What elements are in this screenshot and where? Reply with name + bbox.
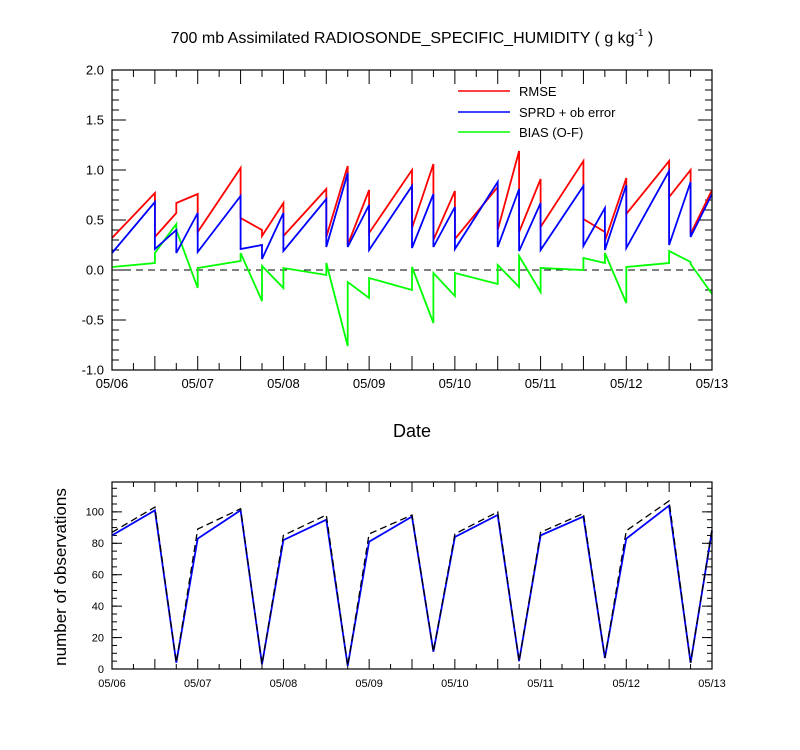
y-tick-label: 0.0 [86,263,104,278]
x-tick-label: 05/11 [527,678,554,690]
x-tick-label: 05/10 [439,376,472,391]
x-tick-label: 05/08 [270,678,298,690]
chart-title-superscript: -1 [635,28,644,39]
y-tick-label: 100 [86,507,104,519]
x-tick-label: 05/08 [267,376,300,391]
y-tick-label: 1.5 [86,113,104,128]
top-chart-panel: 05/06 05/07 05/08 05/09 05/10 05/11 05/12 05/13… [82,63,729,391]
y-tick-label: 60 [92,570,104,582]
y-tick-label: 1.0 [86,163,104,178]
plot-frame [111,69,713,371]
bottom-chart-panel: 05/06 05/07 05/08 05/09 05/10 05/11 05/12 05/13… [86,481,726,690]
y-tick-label: -0.5 [82,313,104,328]
x-tick-label: 05/13 [696,376,729,391]
series-line-bias-o-f [111,221,713,347]
x-tick-label: 05/06 [96,376,129,391]
series-line-0 [111,503,713,667]
y-tick-label: -1.0 [82,363,104,378]
x-tick-label: 05/11 [525,376,557,391]
x-tick-label: 05/07 [184,678,212,690]
chart-title-tail: ) [643,30,653,47]
x-tick-label: 05/12 [610,376,643,391]
y-tick-label: 40 [92,601,104,613]
y-tick-label: 0.5 [86,213,104,228]
series-line-1 [111,499,713,667]
y-tick-label: 20 [92,632,104,644]
x-tick-label: 05/07 [181,376,214,391]
x-tick-label: 05/06 [98,678,126,690]
chart-title: 700 mb Assimilated RADIOSONDE_SPECIFIC_H… [171,28,654,47]
legend: RMSE SPRD + ob error BIAS (O-F) [458,84,616,140]
top-x-axis-label: Date [393,421,431,441]
x-tick-label: 05/09 [353,376,386,391]
x-tick-label: 05/13 [698,678,726,690]
x-tick-label: 05/10 [441,678,469,690]
plot-frame [111,481,713,670]
legend-label-rmse: RMSE [519,84,557,99]
y-tick-label: 0 [98,664,104,676]
x-tick-label: 05/12 [613,678,641,690]
series-line-rmse [111,150,713,246]
x-tick-label: 05/09 [355,678,383,690]
series-line-sprd-ob-error [111,167,713,260]
legend-label-sprd: SPRD + ob error [519,105,616,120]
y-tick-label: 80 [92,538,104,550]
legend-label-bias: BIAS (O-F) [519,125,583,140]
chart-title-main: 700 mb Assimilated RADIOSONDE_SPECIFIC_H… [171,30,635,47]
bottom-y-axis-label: number of observations [51,488,70,666]
y-tick-label: 2.0 [86,63,104,78]
